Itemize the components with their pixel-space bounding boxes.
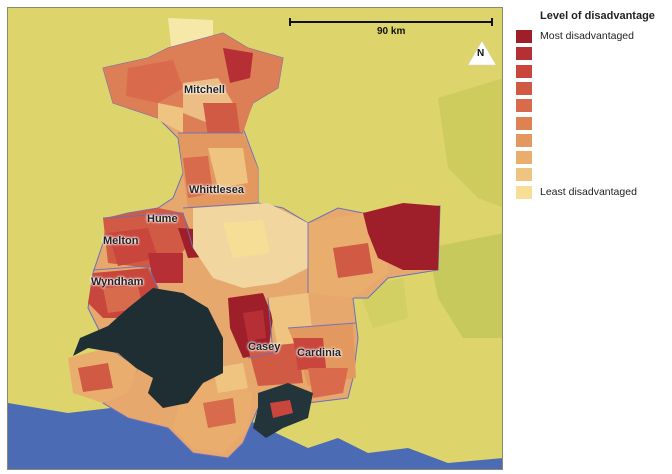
north-arrow-icon [467,40,497,66]
legend-item [516,116,666,131]
legend-swatch [516,30,532,43]
label-casey: Casey [248,341,281,353]
map-canvas [8,8,502,469]
legend-item [516,47,666,61]
legend-swatch [516,133,532,147]
legend-swatch [516,81,532,95]
legend: Level of disadvantage Most disadvantaged… [512,8,672,199]
legend-swatch [516,99,532,113]
lga-patch [78,363,113,392]
lga-patch [208,148,248,188]
legend-item [516,168,666,182]
lga-patch [108,228,158,266]
label-whittlesea: Whittlesea [189,184,245,196]
legend-item [516,99,666,113]
lga-patch [158,103,183,133]
label-cardinia: Cardinia [297,347,342,359]
legend-swatch [516,116,532,130]
lga-patch [223,220,270,258]
lga-patch [203,103,240,136]
lga-patch [243,310,266,341]
north-label: N [477,48,485,59]
lga-patch [126,60,183,103]
legend-item [516,133,666,148]
lga-patch [203,398,236,428]
legend-swatch [516,185,532,199]
legend-swatch [516,151,532,165]
regional-zone [438,78,502,208]
label-wyndham: Wyndham [91,276,144,288]
lga-patch [223,48,253,83]
legend-swatch [516,47,532,61]
legend-item: Least disadvantaged [516,185,666,200]
legend-item: Most disadvantaged [516,30,666,44]
legend-item [516,81,666,96]
legend-item [516,151,666,165]
legend-swatch [516,168,532,182]
yarra-ranges-block [363,203,440,270]
legend-label: Least disadvantaged [540,185,637,198]
label-hume: Hume [147,213,178,225]
lga-patch [333,243,373,278]
lga-patch [148,253,183,283]
lga-patch [308,368,348,398]
lga-patch [293,338,326,370]
regional-zone [428,233,502,338]
legend-item [516,64,666,79]
map-panel[interactable]: Mitchell Whittlesea Hume Melton Wyndham … [7,7,503,470]
casey-region [248,343,303,386]
label-mitchell: Mitchell [184,84,225,96]
legend-swatch [516,64,532,78]
phillip-island-patch [270,400,293,418]
scale-label: 90 km [377,26,406,37]
lga-patch [183,156,213,198]
lga-boundaries [92,132,357,359]
port-phillip-bay [73,288,223,408]
ocean [8,403,502,469]
legend-title: Level of disadvantage [540,10,655,22]
legend-label: Most disadvantaged [540,30,634,42]
scale-bar [289,18,493,28]
label-melton: Melton [103,235,139,247]
